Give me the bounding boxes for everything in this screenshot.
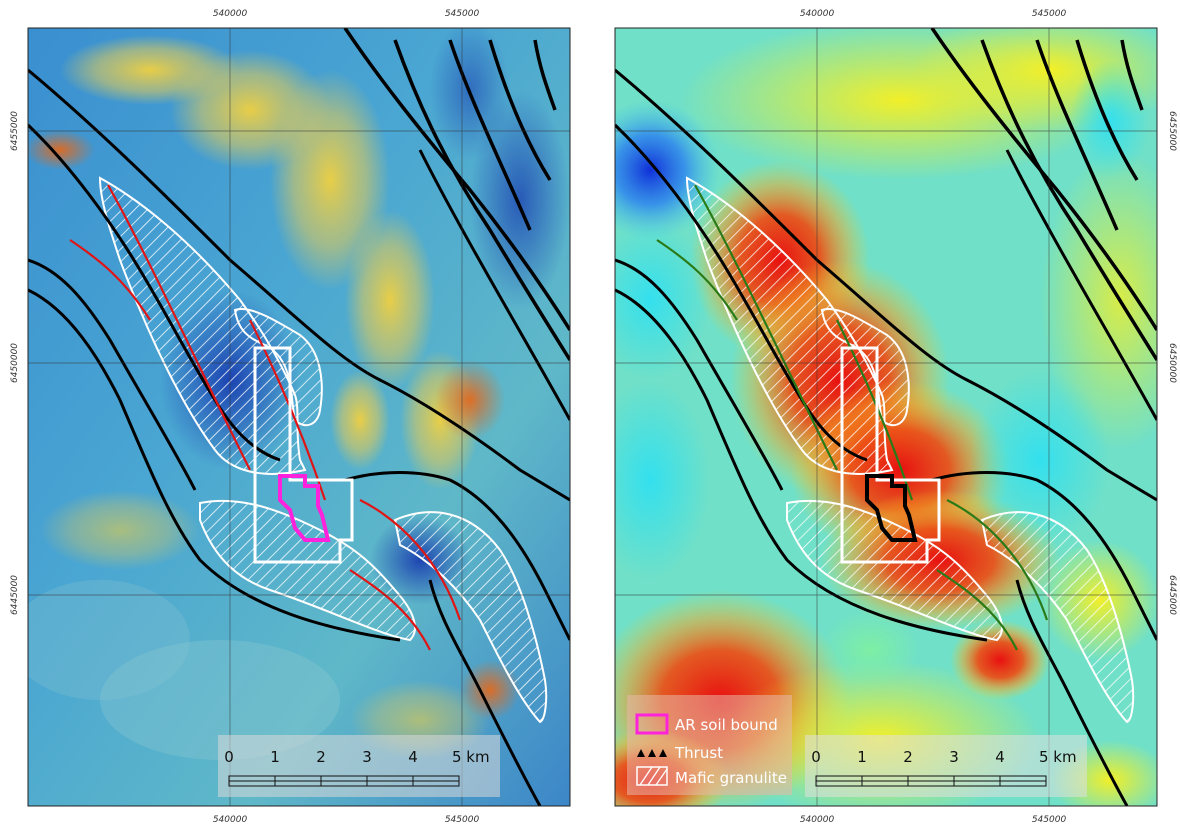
- scale-tick-3: 3: [362, 748, 372, 766]
- easting-label-top-right-1: 540000: [800, 9, 835, 19]
- grid-right: [615, 28, 1157, 806]
- soil-bound-polygon-left: [278, 474, 331, 542]
- northing-label-left-2: 6450000: [10, 343, 20, 383]
- scale-tick-0: 0: [224, 748, 234, 766]
- easting-label-bottom-right-1: 540000: [800, 815, 835, 825]
- northing-label-left-3: 6445000: [10, 575, 20, 615]
- easting-label-bottom-right-2: 545000: [1032, 815, 1067, 825]
- legend-label-thrust: Thrust: [674, 744, 723, 762]
- scale-tick-4-right: 4: [995, 748, 1005, 766]
- easting-label-top-left-2: 545000: [445, 9, 480, 19]
- fault-lines: [343, 28, 570, 421]
- easting-label-bottom-left-1: 540000: [213, 815, 248, 825]
- scale-tick-5-right: 5 km: [1039, 748, 1077, 766]
- grid-left: [28, 28, 570, 806]
- scale-tick-1: 1: [270, 748, 280, 766]
- scale-tick-2-right: 2: [903, 748, 913, 766]
- left-map-panel: [28, 28, 570, 806]
- legend: AR soil bound Thrust Mafic granulite: [635, 713, 787, 787]
- thrust-lines-right: [615, 68, 1157, 806]
- legend-panel: [627, 695, 792, 795]
- scale-bar-right: 0 1 2 3 4 5 km: [811, 748, 1077, 787]
- coord-labels: 540000 545000 540000 545000 540000 54500…: [10, 9, 1177, 825]
- scale-bar-left: 0 1 2 3 4 5 km: [224, 748, 490, 787]
- scale-tick-5: 5 km: [452, 748, 490, 766]
- soil-bound-swatch-icon: [635, 713, 669, 735]
- northing-label-right-1: 6455000: [1167, 111, 1177, 151]
- legend-label-soil-bound: AR soil bound: [675, 716, 778, 734]
- survey-boundary: [253, 346, 354, 564]
- survey-boundary-right: [840, 346, 941, 564]
- northing-label-right-3: 6445000: [1167, 575, 1177, 615]
- easting-label-bottom-left-2: 545000: [445, 815, 480, 825]
- hatch-swatch-icon: [636, 766, 668, 786]
- scale-tick-2: 2: [316, 748, 326, 766]
- soil-bound-polygon-right: [865, 474, 918, 542]
- scale-bar-panel-right: [805, 735, 1087, 797]
- scale-tick-4: 4: [408, 748, 418, 766]
- northing-label-left-1: 6455000: [10, 111, 20, 151]
- scale-tick-3-right: 3: [949, 748, 959, 766]
- thrust-symbol-icon: [637, 749, 667, 757]
- right-map-panel: [615, 28, 1157, 806]
- legend-label-mafic-granulite: Mafic granulite: [675, 769, 787, 787]
- fault-lines-right: [930, 28, 1157, 421]
- thrust-lines: [28, 68, 570, 806]
- northing-label-right-2: 6450000: [1167, 343, 1177, 383]
- scale-tick-0-right: 0: [811, 748, 821, 766]
- scale-tick-1-right: 1: [857, 748, 867, 766]
- easting-label-top-right-2: 545000: [1032, 9, 1067, 19]
- scale-bar-panel-left: [218, 735, 500, 797]
- easting-label-top-left-1: 540000: [213, 9, 248, 19]
